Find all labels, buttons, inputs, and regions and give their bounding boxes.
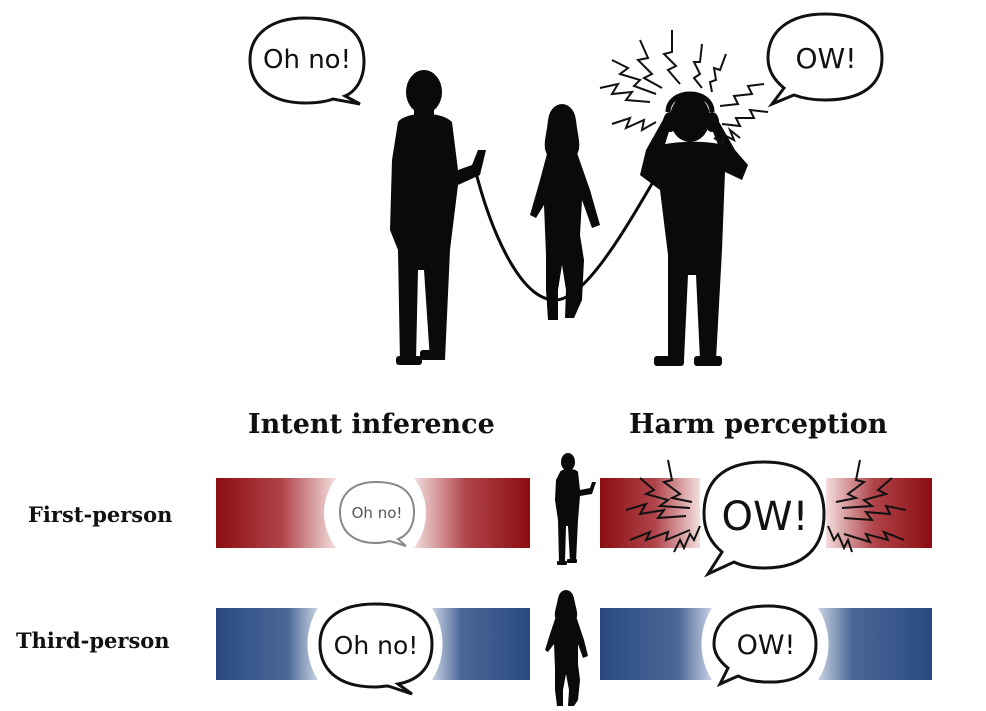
bubble-text-top-right: OW! bbox=[796, 42, 857, 75]
third-intent-bubble: Oh no! bbox=[318, 602, 434, 696]
man-with-phone-silhouette bbox=[390, 70, 486, 365]
speech-bubble-top-right: OW! bbox=[766, 12, 884, 108]
first-harm-bubble-text: OW! bbox=[721, 494, 808, 540]
first-intent-bubble-text: Oh no! bbox=[352, 504, 403, 522]
top-scene: Oh no! OW! bbox=[248, 12, 884, 366]
header-intent-inference: Intent inference bbox=[248, 409, 495, 440]
first-harm-burst bbox=[625, 459, 907, 553]
row-label-third-person: Third-person bbox=[16, 628, 170, 653]
bubble-text-top-left: Oh no! bbox=[263, 45, 351, 75]
first-intent-bar-left bbox=[216, 478, 336, 548]
headphone-cord bbox=[472, 164, 662, 302]
third-harm-bar-left bbox=[600, 608, 712, 680]
first-intent-bar-notch bbox=[324, 478, 336, 548]
row-label-first-person: First-person bbox=[28, 502, 173, 527]
small-woman-icon bbox=[545, 590, 588, 706]
first-intent-bar-right bbox=[414, 478, 530, 548]
pain-burst-top bbox=[599, 30, 769, 147]
header-harm-perception: Harm perception bbox=[629, 409, 888, 440]
third-intent-bar-right bbox=[432, 608, 530, 680]
third-harm-bubble-text: OW! bbox=[737, 630, 796, 661]
third-intent-bar-left bbox=[216, 608, 318, 680]
row-first-person: Oh no! OW! bbox=[216, 459, 932, 578]
speech-bubble-top-left: Oh no! bbox=[248, 16, 366, 106]
first-intent-bubble: Oh no! bbox=[338, 480, 416, 547]
third-harm-bubble: OW! bbox=[712, 604, 818, 688]
row-third-person: Oh no! OW! bbox=[216, 602, 932, 696]
small-man-with-phone-icon bbox=[555, 453, 596, 565]
woman-silhouette bbox=[530, 104, 600, 320]
third-harm-bar-right bbox=[818, 608, 932, 680]
first-harm-bubble: OW! bbox=[702, 460, 826, 578]
third-intent-bubble-text: Oh no! bbox=[334, 631, 419, 660]
